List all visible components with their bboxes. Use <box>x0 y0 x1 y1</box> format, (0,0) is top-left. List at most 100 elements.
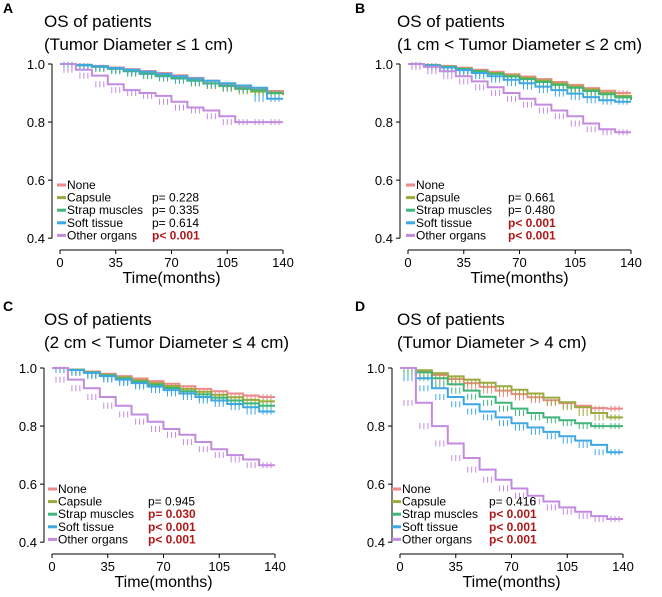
censor-marks <box>403 399 620 522</box>
censor-marks <box>411 63 628 136</box>
p-value: p< 0.001 <box>148 520 196 534</box>
x-tick-label: 35 <box>109 255 123 270</box>
chart-subtitle: (Tumor Diameter > 4 cm) <box>397 333 587 352</box>
censor-marks <box>403 369 620 430</box>
y-tick-label: 1.0 <box>27 57 45 72</box>
x-tick-label: 35 <box>457 255 471 270</box>
y-tick-label: 0.4 <box>19 535 37 550</box>
y-tick-label: 0.8 <box>367 419 385 434</box>
legend-label: None <box>416 178 445 192</box>
legend-label: Capsule <box>416 191 460 205</box>
x-tick-label: 70 <box>164 255 178 270</box>
p-value: p< 0.001 <box>152 228 200 242</box>
x-tick-label: 105 <box>564 255 586 270</box>
legend-label: Other organs <box>416 228 486 242</box>
p-value: p< 0.001 <box>489 532 537 546</box>
x-tick-label: 35 <box>449 559 463 574</box>
x-axis-label: Time(months) <box>470 270 568 287</box>
series-line-soft-tissue <box>60 63 283 100</box>
x-axis-label: Time(months) <box>462 574 560 591</box>
x-tick-label: 105 <box>208 559 230 574</box>
legend-label: Capsule <box>402 495 446 509</box>
y-tick-label: 1.0 <box>375 57 393 72</box>
legend-label: Other organs <box>58 532 128 546</box>
chart-title: OS of patients <box>44 12 152 31</box>
chart-title: OS of patients <box>44 310 152 329</box>
legend-label: Strap muscles <box>67 203 143 217</box>
km-panel-a: A OS of patients (Tumor Diameter ≤ 1 cm) 0.… <box>3 0 294 287</box>
panel-letter: C <box>3 298 13 314</box>
chart-title: OS of patients <box>397 310 505 329</box>
legend-label: Other organs <box>67 228 137 242</box>
series-line-strap-muscles <box>60 63 283 94</box>
y-tick-label: 0.8 <box>375 115 393 130</box>
chart-subtitle: (Tumor Diameter ≤ 1 cm) <box>44 35 233 54</box>
x-tick-label: 35 <box>101 559 115 574</box>
y-tick-label: 0.6 <box>367 477 385 492</box>
y-tick-label: 0.4 <box>375 231 393 246</box>
y-tick-label: 0.6 <box>27 173 45 188</box>
y-tick-label: 1.0 <box>367 361 385 376</box>
y-tick-label: 0.4 <box>27 231 45 246</box>
x-tick-label: 70 <box>504 559 518 574</box>
legend-label: Strap muscles <box>402 507 478 521</box>
censor-marks <box>55 367 272 415</box>
series-line-capsule <box>400 367 623 419</box>
p-value: p= 0.945 <box>148 495 195 509</box>
series-line-soft-tissue <box>52 367 275 413</box>
x-tick-label: 140 <box>272 255 294 270</box>
series-line-strap-muscles <box>400 367 623 428</box>
p-value: p= 0.614 <box>152 216 199 230</box>
chart-title: OS of patients <box>397 12 505 31</box>
legend-label: Capsule <box>67 191 111 205</box>
chart-subtitle: (1 cm < Tumor Diameter ≤ 2 cm) <box>397 35 642 54</box>
legend-label: Strap muscles <box>416 203 492 217</box>
legend-label: Other organs <box>402 532 472 546</box>
p-value: p= 0.335 <box>152 203 199 217</box>
series-line-other-organs <box>52 367 275 467</box>
legend-label: Soft tissue <box>67 216 123 230</box>
x-tick-label: 140 <box>264 559 286 574</box>
legend-label: None <box>402 482 431 496</box>
legend-label: Capsule <box>58 495 102 509</box>
series-line-other-organs <box>408 63 631 134</box>
series-line-capsule <box>60 63 284 96</box>
x-axis-label: Time(months) <box>114 574 212 591</box>
y-tick-label: 0.4 <box>367 535 385 550</box>
km-panel-d: D OS of patients (Tumor Diameter > 4 cm) 0.… <box>355 298 634 591</box>
x-tick-label: 70 <box>156 559 170 574</box>
x-tick-label: 0 <box>404 255 411 270</box>
legend-label: None <box>58 482 87 496</box>
p-value: p= 0.416 <box>489 495 536 509</box>
censor-marks <box>403 375 620 456</box>
y-tick-label: 0.6 <box>375 173 393 188</box>
chart-subtitle: (2 cm < Tumor Diameter ≤ 4 cm) <box>44 333 289 352</box>
p-value: p< 0.001 <box>489 507 537 521</box>
p-value: p< 0.001 <box>489 520 537 534</box>
x-tick-label: 0 <box>48 559 55 574</box>
y-tick-label: 1.0 <box>19 361 37 376</box>
y-tick-label: 0.6 <box>19 477 37 492</box>
y-tick-label: 0.8 <box>27 115 45 130</box>
series-line-other-organs <box>400 367 623 520</box>
legend-label: Strap muscles <box>58 507 134 521</box>
x-axis-label: Time(months) <box>122 270 220 287</box>
legend-label: Soft tissue <box>416 216 472 230</box>
x-tick-label: 105 <box>216 255 238 270</box>
panel-letter: B <box>355 0 365 16</box>
km-panel-b: B OS of patients (1 cm < Tumor Diameter ≤ … <box>355 0 642 287</box>
p-value: p< 0.001 <box>148 532 196 546</box>
x-tick-label: 0 <box>396 559 403 574</box>
p-value: p< 0.001 <box>508 228 556 242</box>
legend-label: Soft tissue <box>58 520 114 534</box>
legend-label: Soft tissue <box>402 520 458 534</box>
p-value: p< 0.001 <box>508 216 556 230</box>
x-tick-label: 140 <box>620 255 642 270</box>
p-value: p= 0.661 <box>508 191 555 205</box>
censor-marks <box>55 376 272 469</box>
panel-letter: D <box>355 298 365 314</box>
p-value: p= 0.228 <box>152 191 199 205</box>
legend-label: None <box>67 178 96 192</box>
x-tick-label: 105 <box>556 559 578 574</box>
